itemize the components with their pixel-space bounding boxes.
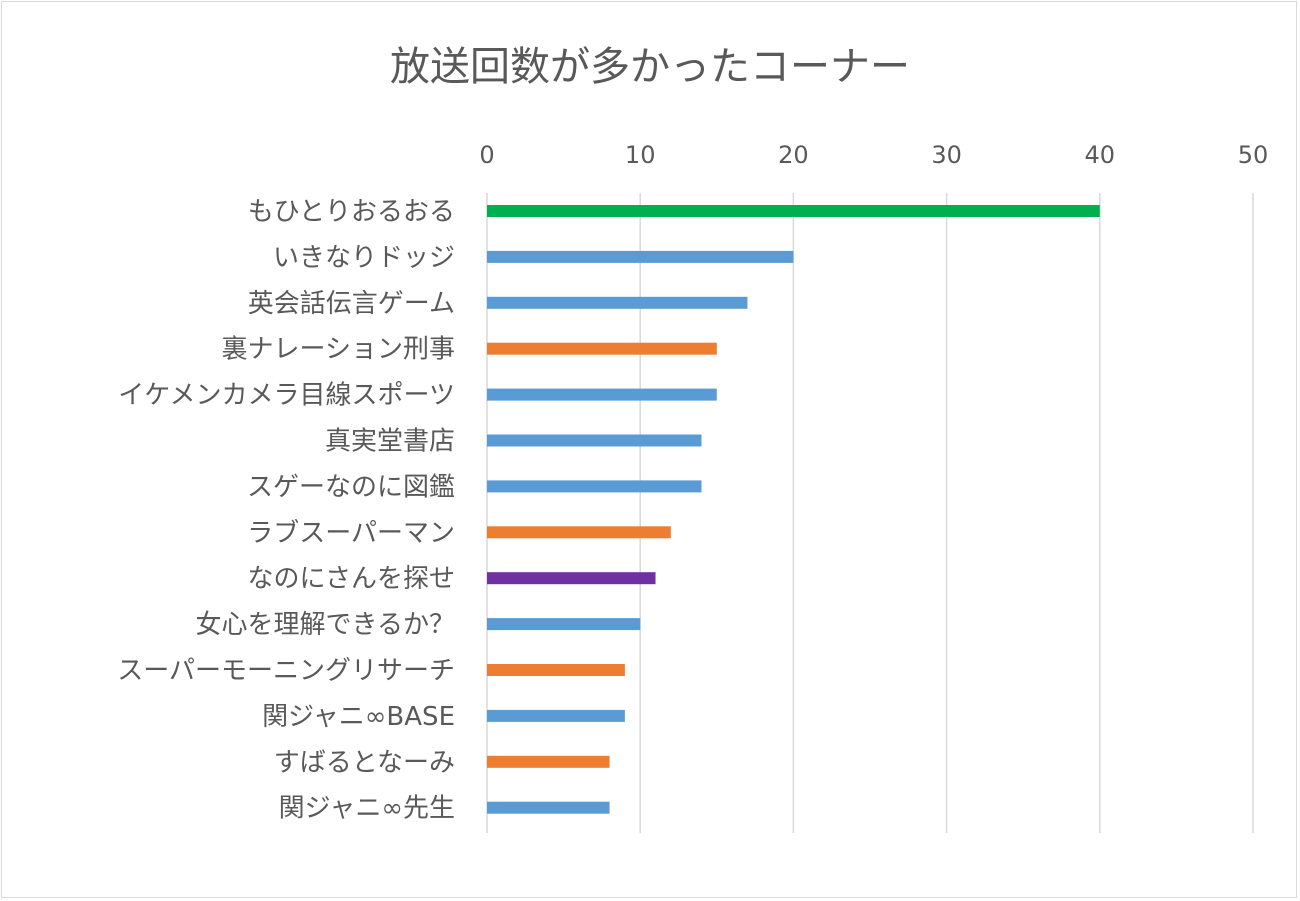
category-label: なのにさんを探せ [248,564,455,594]
category-label: 関ジャニ∞BASE [262,702,455,732]
bar [487,296,748,309]
x-tick-label: 30 [931,141,962,169]
category-label: 裏ナレーション刑事 [222,335,455,365]
x-tick-label: 0 [479,141,494,169]
category-label: スーパーモーニングリサーチ [117,656,455,686]
x-tick-label: 50 [1238,141,1269,169]
bar [487,250,794,263]
category-label: 真実堂書店 [325,427,455,457]
x-tick-label: 20 [778,141,809,169]
x-tick-label: 40 [1085,141,1116,169]
bar [487,526,671,539]
bar [487,801,610,814]
category-label: もひとりおるおる [248,197,455,227]
bar [487,342,717,355]
chart-title: 放送回数が多かったコーナー [390,44,910,90]
category-label: 英会話伝言ゲーム [248,289,455,319]
category-label: スゲーなのに図鑑 [247,472,455,502]
bar [487,388,717,401]
bar [487,205,1100,217]
category-label: いきなりドッジ [273,243,455,273]
bar [487,618,641,631]
x-tick-label: 10 [625,141,656,169]
category-label: 女心を理解できるか？ [196,610,455,640]
bar [487,709,625,722]
category-label: 関ジャニ∞先生 [279,794,455,824]
bar [487,434,702,447]
category-label: ラブスーパーマン [247,518,455,548]
bar [487,755,610,768]
category-label: イケメンカメラ目線スポーツ [118,381,455,411]
bar [487,664,625,676]
category-label: すばるとなーみ [274,748,455,778]
bar [487,572,656,585]
bar [487,480,702,493]
